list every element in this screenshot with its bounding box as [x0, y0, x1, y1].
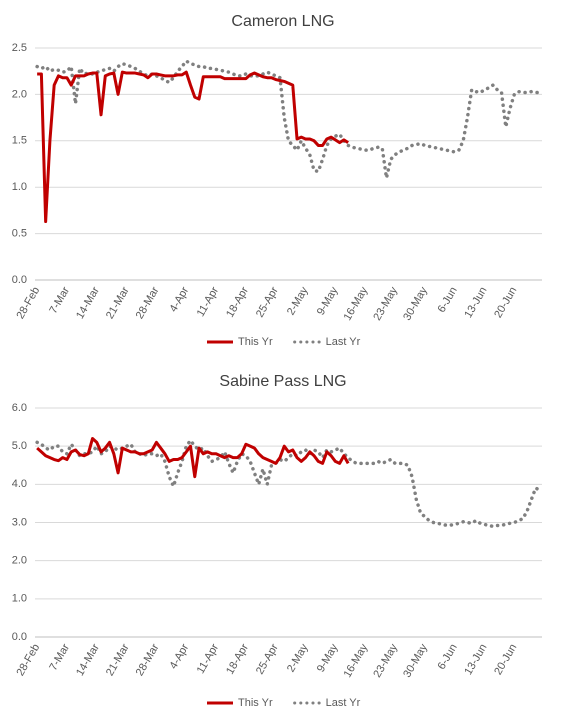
- legend-label: Last Yr: [326, 336, 361, 348]
- series-line: [36, 437, 350, 479]
- x-tick-label: 13-Jun: [462, 642, 489, 677]
- legend-label: This Yr: [238, 336, 273, 348]
- y-tick-label: 2.5: [12, 42, 27, 54]
- x-tick-label: 21-Mar: [104, 285, 132, 321]
- x-tick-label: 23-May: [371, 642, 400, 680]
- y-tick-label: 2.0: [12, 88, 27, 100]
- x-tick-label: 7-Mar: [47, 642, 72, 673]
- y-tick-label: 0.0: [12, 274, 27, 286]
- y-tick-label: 5.0: [12, 440, 27, 452]
- x-tick-label: 16-May: [342, 285, 371, 323]
- y-tick-label: 4.0: [12, 478, 27, 490]
- x-tick-label: 7-Mar: [47, 285, 72, 316]
- x-tick-label: 20-Jun: [492, 642, 519, 677]
- x-tick-label: 20-Jun: [492, 285, 519, 320]
- x-tick-label: 30-May: [401, 642, 430, 680]
- x-tick-label: 30-May: [401, 285, 430, 323]
- x-tick-label: 6-Jun: [436, 642, 460, 672]
- x-tick-label: 2-May: [285, 642, 311, 675]
- x-tick-label: 4-Apr: [168, 642, 192, 672]
- legend-label: Last Yr: [326, 697, 361, 709]
- x-tick-label: 6-Jun: [436, 285, 460, 315]
- x-tick-label: 2-May: [285, 285, 311, 318]
- y-tick-label: 3.0: [12, 516, 27, 528]
- x-tick-label: 9-May: [315, 285, 341, 318]
- x-tick-label: 18-Apr: [224, 642, 251, 677]
- y-tick-label: 1.0: [12, 181, 27, 193]
- x-tick-label: 28-Mar: [134, 642, 162, 678]
- x-tick-label: 28-Feb: [14, 642, 42, 678]
- x-tick-label: 11-Apr: [195, 285, 222, 319]
- legend-label: This Yr: [238, 697, 273, 709]
- x-tick-label: 21-Mar: [104, 642, 132, 678]
- x-tick-label: 28-Feb: [14, 285, 42, 321]
- x-tick-label: 13-Jun: [462, 285, 489, 320]
- y-tick-label: 0.0: [12, 631, 27, 643]
- x-tick-label: 14-Mar: [74, 285, 102, 321]
- x-tick-label: 14-Mar: [74, 642, 102, 678]
- x-tick-label: 25-Apr: [254, 642, 281, 677]
- x-tick-label: 25-Apr: [254, 285, 281, 320]
- y-tick-label: 1.0: [12, 593, 27, 605]
- chart-title: Sabine Pass LNG: [219, 373, 346, 390]
- x-tick-label: 9-May: [315, 642, 341, 675]
- y-tick-label: 1.5: [12, 135, 27, 147]
- y-tick-label: 6.0: [12, 402, 27, 414]
- series-line: [37, 70, 349, 224]
- x-tick-label: 18-Apr: [224, 285, 251, 320]
- y-tick-label: 0.5: [12, 228, 27, 240]
- chart-title: Cameron LNG: [231, 13, 334, 30]
- x-tick-label: 4-Apr: [168, 285, 192, 315]
- y-tick-label: 2.0: [12, 555, 27, 567]
- series-line: [35, 59, 542, 180]
- x-tick-label: 16-May: [342, 642, 371, 680]
- x-tick-label: 28-Mar: [134, 285, 162, 321]
- x-tick-label: 11-Apr: [195, 642, 222, 676]
- x-tick-label: 23-May: [371, 285, 400, 323]
